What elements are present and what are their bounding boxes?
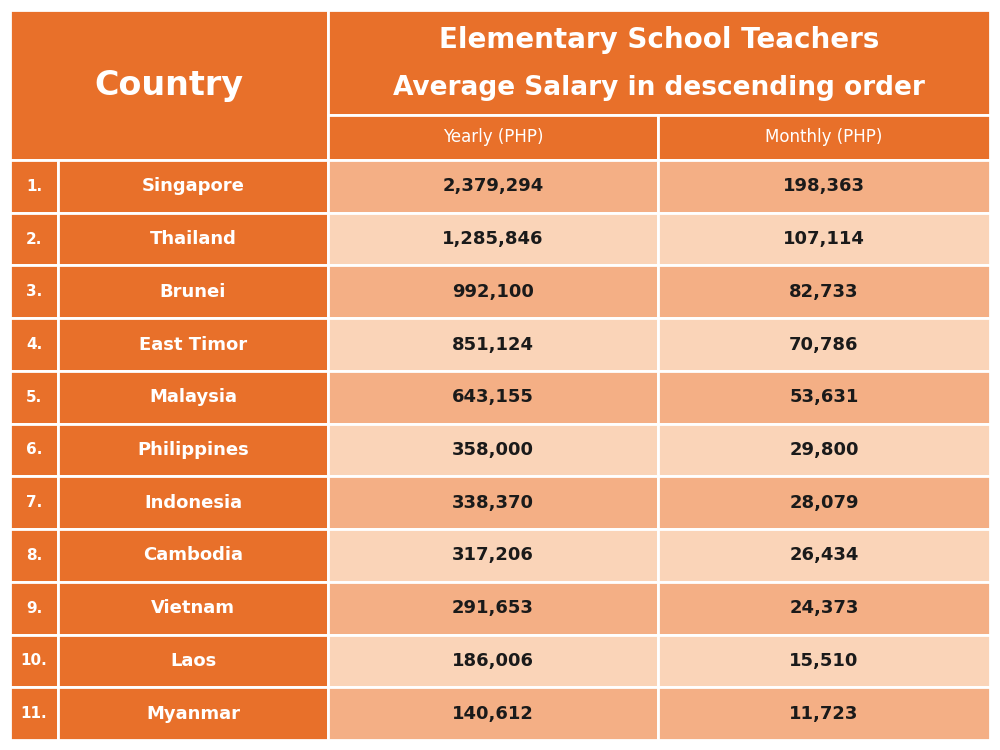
Bar <box>58 529 328 582</box>
Bar <box>10 476 58 529</box>
Text: Malaysia: Malaysia <box>149 388 237 406</box>
Bar <box>658 318 990 371</box>
Bar <box>328 424 658 476</box>
Bar <box>10 582 58 634</box>
Bar <box>58 424 328 476</box>
Text: 82,733: 82,733 <box>789 283 859 301</box>
Bar <box>658 160 990 213</box>
Bar <box>10 266 58 318</box>
Bar <box>658 687 990 740</box>
Bar <box>658 213 990 266</box>
Bar <box>328 266 658 318</box>
Text: 53,631: 53,631 <box>789 388 859 406</box>
Bar <box>58 213 328 266</box>
Bar <box>658 476 990 529</box>
Bar <box>58 371 328 424</box>
Text: Yearly (PHP): Yearly (PHP) <box>443 128 543 146</box>
Bar <box>10 634 58 687</box>
Bar <box>328 115 658 160</box>
Bar <box>658 266 990 318</box>
Text: 6.: 6. <box>26 442 42 458</box>
Text: 15,510: 15,510 <box>789 652 859 670</box>
Text: 29,800: 29,800 <box>789 441 859 459</box>
Text: 2,379,294: 2,379,294 <box>442 177 544 195</box>
Bar <box>328 213 658 266</box>
Bar <box>658 424 990 476</box>
Text: 851,124: 851,124 <box>452 335 534 353</box>
Bar <box>58 582 328 634</box>
Bar <box>658 582 990 634</box>
Bar <box>10 424 58 476</box>
Bar <box>328 529 658 582</box>
Text: 1.: 1. <box>26 178 42 194</box>
Bar <box>10 529 58 582</box>
Text: 338,370: 338,370 <box>452 494 534 512</box>
Text: 317,206: 317,206 <box>452 547 534 565</box>
Bar <box>10 160 58 213</box>
Text: 7.: 7. <box>26 495 42 510</box>
Text: 4.: 4. <box>26 337 42 352</box>
Text: 3.: 3. <box>26 284 42 299</box>
Bar <box>328 371 658 424</box>
Bar <box>658 371 990 424</box>
Text: Average Salary in descending order: Average Salary in descending order <box>393 75 925 100</box>
Bar <box>328 10 990 115</box>
Text: Indonesia: Indonesia <box>144 494 242 512</box>
Bar <box>10 687 58 740</box>
Text: 2.: 2. <box>26 232 42 247</box>
Text: Thailand: Thailand <box>150 230 236 248</box>
Text: 10.: 10. <box>21 653 47 668</box>
Bar <box>328 634 658 687</box>
Text: 140,612: 140,612 <box>452 705 534 723</box>
Text: 358,000: 358,000 <box>452 441 534 459</box>
Text: Myanmar: Myanmar <box>146 705 240 723</box>
Text: 9.: 9. <box>26 601 42 616</box>
Text: Singapore: Singapore <box>142 177 244 195</box>
Bar <box>58 634 328 687</box>
Text: Philippines: Philippines <box>137 441 249 459</box>
Text: 198,363: 198,363 <box>783 177 865 195</box>
Text: East Timor: East Timor <box>139 335 247 353</box>
Bar <box>58 160 328 213</box>
Bar <box>328 476 658 529</box>
Bar <box>658 529 990 582</box>
Text: 8.: 8. <box>26 548 42 563</box>
Bar <box>58 266 328 318</box>
Text: Elementary School Teachers: Elementary School Teachers <box>439 26 879 55</box>
Bar <box>58 318 328 371</box>
Text: 992,100: 992,100 <box>452 283 534 301</box>
Text: 291,653: 291,653 <box>452 599 534 617</box>
Text: 11.: 11. <box>21 706 47 722</box>
Bar <box>328 687 658 740</box>
Bar <box>658 634 990 687</box>
Text: Cambodia: Cambodia <box>143 547 243 565</box>
Text: Monthly (PHP): Monthly (PHP) <box>765 128 883 146</box>
Bar <box>328 160 658 213</box>
Text: Country: Country <box>94 68 244 101</box>
Bar <box>10 318 58 371</box>
Text: 643,155: 643,155 <box>452 388 534 406</box>
Bar <box>328 318 658 371</box>
Text: 28,079: 28,079 <box>789 494 859 512</box>
Text: 107,114: 107,114 <box>783 230 865 248</box>
Text: 24,373: 24,373 <box>789 599 859 617</box>
Bar <box>328 582 658 634</box>
Bar <box>658 115 990 160</box>
Text: Vietnam: Vietnam <box>151 599 235 617</box>
Bar <box>58 687 328 740</box>
Text: Laos: Laos <box>170 652 216 670</box>
Bar <box>10 10 328 160</box>
Bar <box>58 476 328 529</box>
Text: 11,723: 11,723 <box>789 705 859 723</box>
Text: 1,285,846: 1,285,846 <box>442 230 544 248</box>
Bar <box>10 213 58 266</box>
Text: 5.: 5. <box>26 390 42 405</box>
Bar <box>10 371 58 424</box>
Text: 186,006: 186,006 <box>452 652 534 670</box>
Text: 26,434: 26,434 <box>789 547 859 565</box>
Text: 70,786: 70,786 <box>789 335 859 353</box>
Text: Brunei: Brunei <box>160 283 226 301</box>
